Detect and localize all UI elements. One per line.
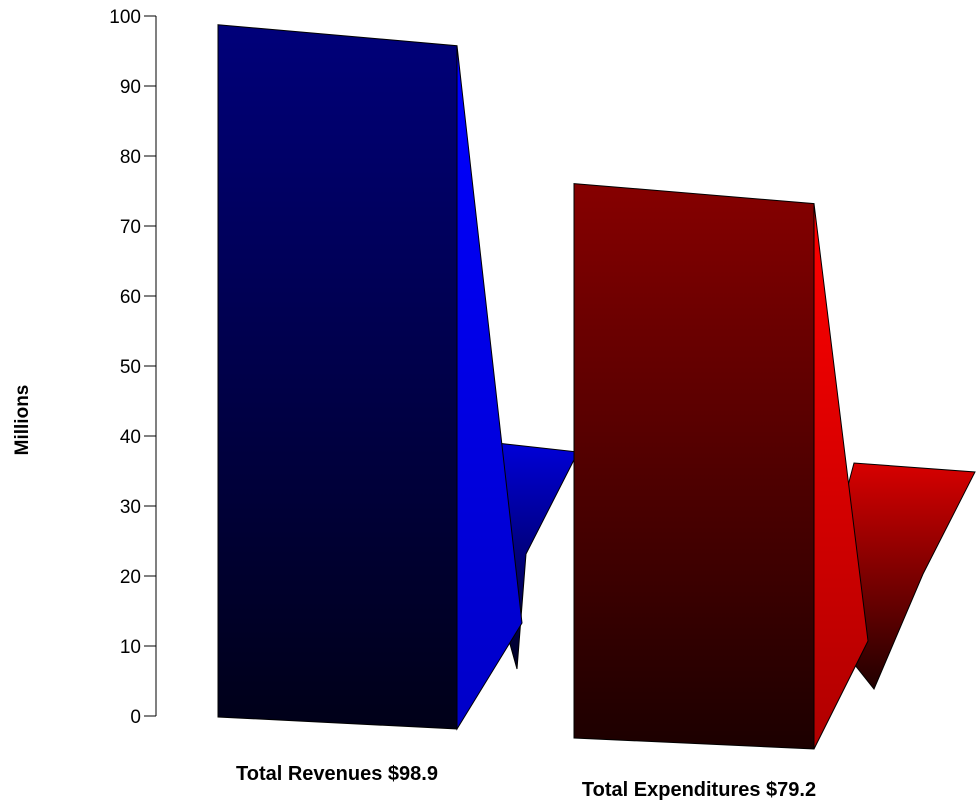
y-tick-label: 30 [120,497,141,518]
bar-expenditures [573,183,815,750]
y-tick-label: 60 [120,287,141,308]
y-tick-label: 70 [120,217,141,238]
y-tick-label: 100 [109,7,141,28]
y-axis: 0 10 20 30 40 50 60 70 80 90 100 [109,7,157,728]
bar-revenues [217,24,458,730]
y-tick-label: 50 [120,357,141,378]
y-tick-label: 40 [120,427,141,448]
y-tick-label: 20 [120,567,141,588]
y-tick-label: 10 [120,637,141,658]
bars [217,24,976,750]
y-tick-label: 90 [120,77,141,98]
category-label-expenditures: Total Expenditures $79.2 [582,779,816,801]
category-label-revenues: Total Revenues $98.9 [236,763,438,785]
bar-side-revenues [456,45,523,731]
y-axis-title: Millions [12,385,33,456]
y-tick-label: 80 [120,147,141,168]
y-tick-label: 0 [130,707,141,728]
